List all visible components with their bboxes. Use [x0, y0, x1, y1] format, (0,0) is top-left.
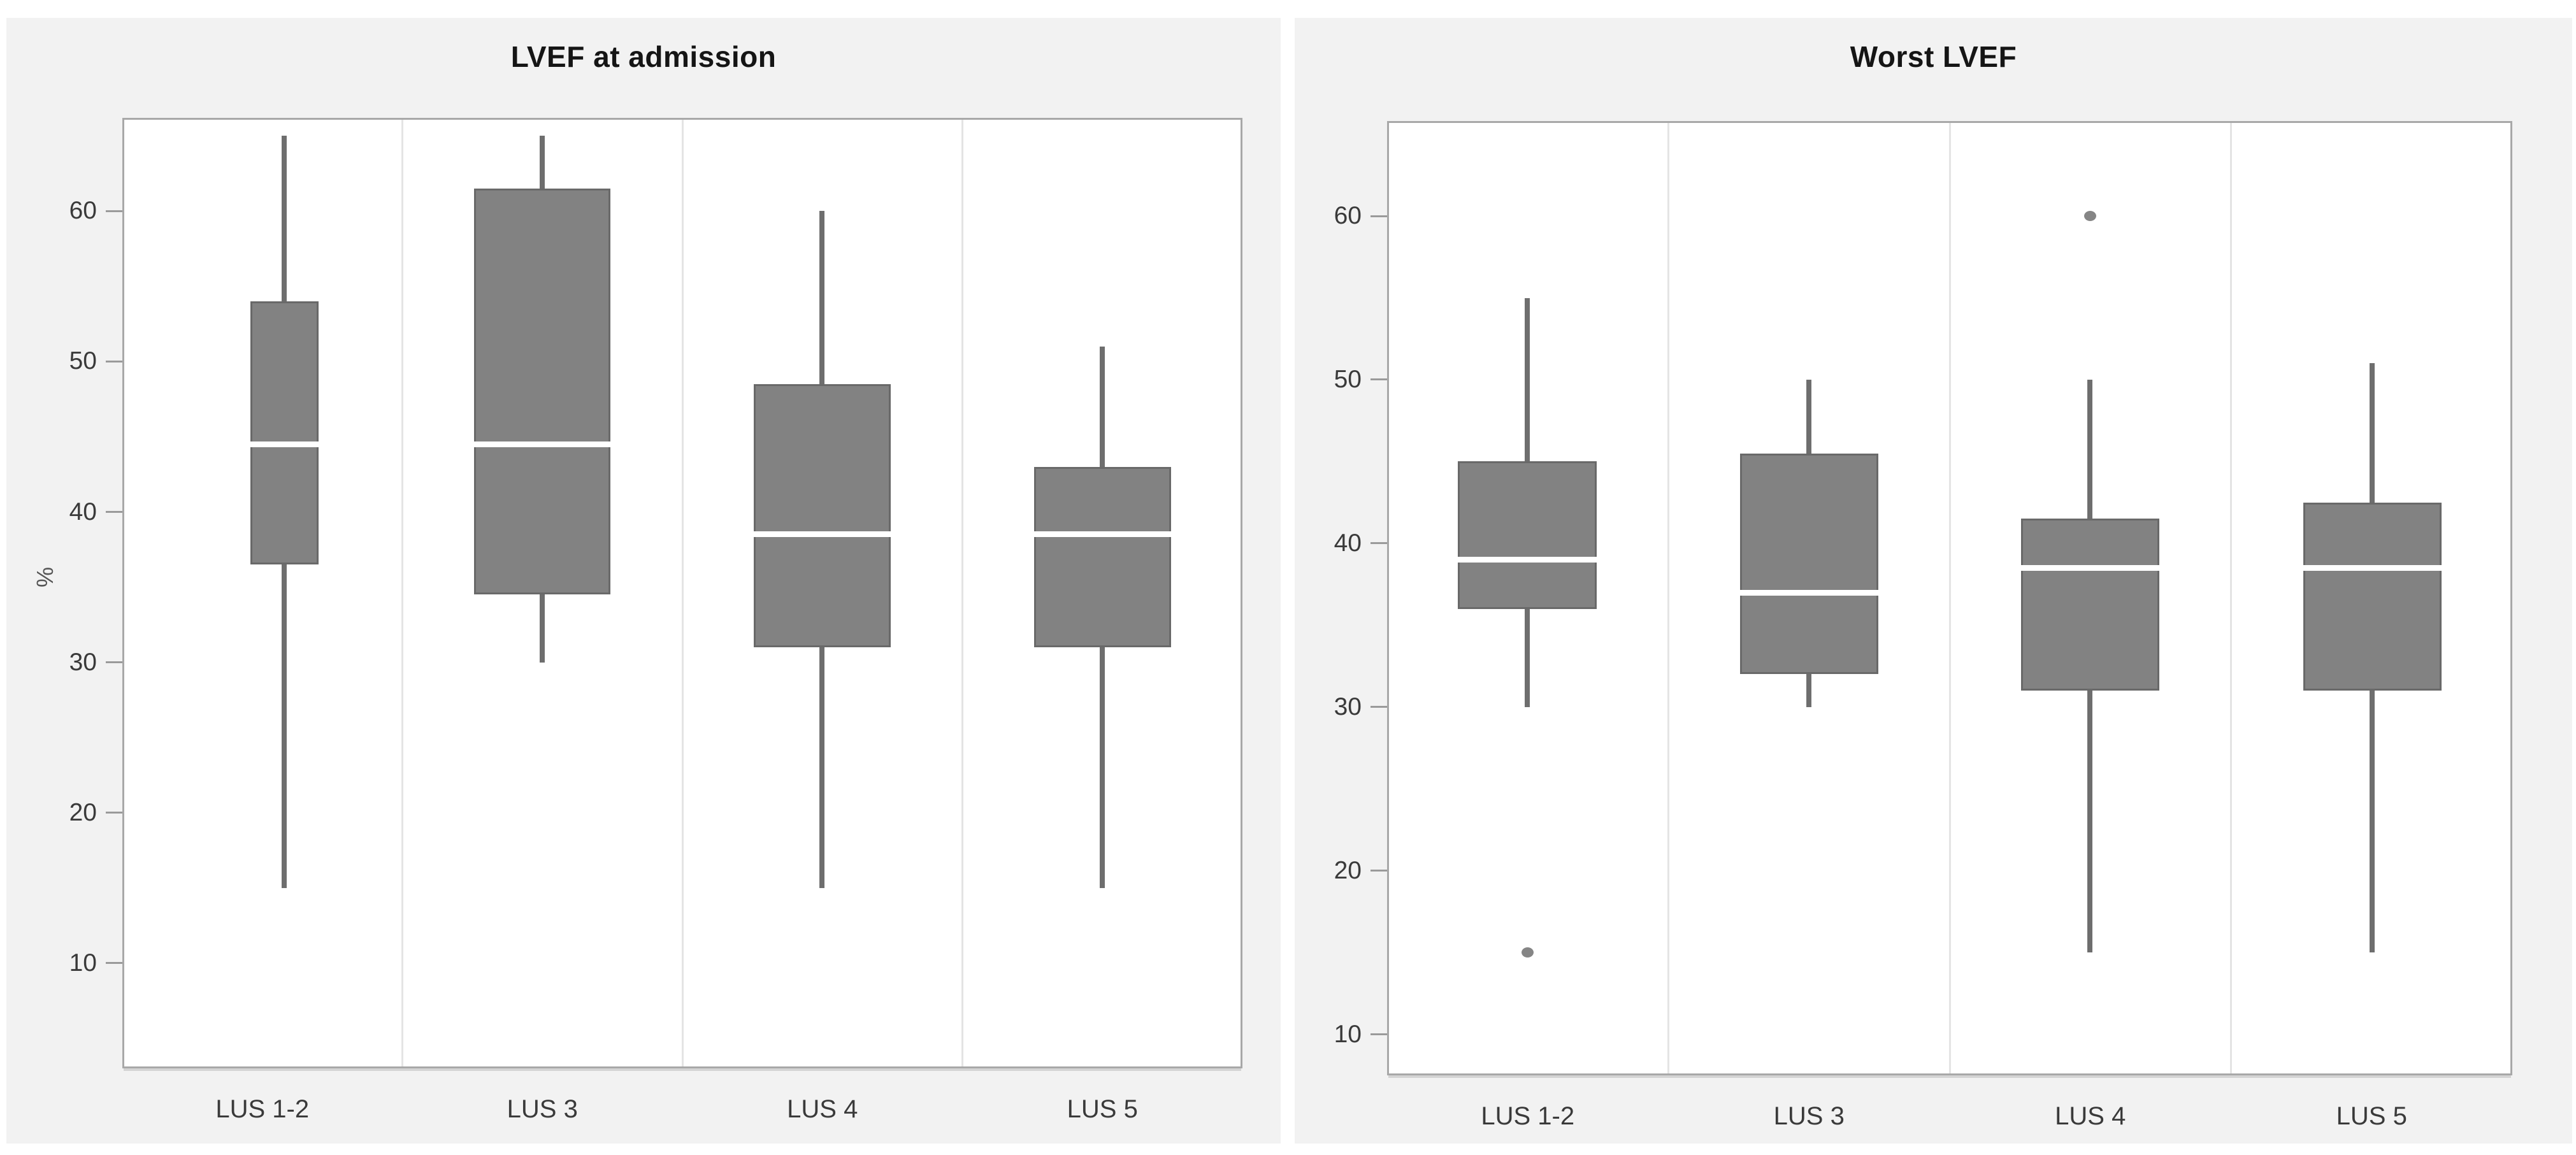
chart-title-lvef-admission: LVEF at admission	[510, 40, 777, 73]
y-tick-label: 20	[1334, 856, 1362, 884]
y-tick-label: 60	[1334, 202, 1362, 230]
y-tick-mark	[1371, 378, 1387, 381]
box-iqr	[1458, 461, 1597, 609]
median-line	[1457, 557, 1598, 563]
y-tick-label: 60	[69, 197, 97, 225]
median-line	[2301, 564, 2443, 571]
median-line	[752, 531, 892, 538]
box-iqr	[1033, 466, 1171, 647]
box-iqr	[2020, 519, 2159, 691]
column-separator	[2230, 123, 2232, 1073]
y-tick-label: 30	[1334, 692, 1362, 721]
y-tick-mark	[106, 962, 122, 965]
y-tick-label: 50	[1334, 365, 1362, 393]
column-separator	[681, 120, 684, 1066]
y-axis-label: %	[32, 566, 59, 588]
y-tick-mark	[1371, 542, 1387, 545]
x-category-label: LUS 5	[2336, 1102, 2407, 1130]
x-category-label: LUS 3	[507, 1095, 578, 1123]
median-line	[248, 441, 320, 447]
x-category-label: LUS 1-2	[1481, 1102, 1575, 1130]
column-separator	[961, 120, 963, 1066]
x-category-label: LUS 4	[2055, 1102, 2126, 1130]
y-tick-label: 50	[69, 347, 97, 375]
median-line	[2019, 564, 2161, 571]
y-tick-mark	[106, 812, 122, 814]
x-category-label: LUS 1-2	[215, 1095, 310, 1123]
x-category-label: LUS 4	[787, 1095, 858, 1123]
box-iqr	[250, 301, 319, 565]
y-tick-mark	[1371, 1033, 1387, 1036]
y-tick-label: 10	[69, 949, 97, 977]
y-tick-mark	[106, 360, 122, 362]
y-tick-label: 40	[69, 498, 97, 526]
y-tick-label: 20	[69, 798, 97, 826]
y-tick-mark	[1371, 706, 1387, 708]
box-iqr	[2303, 502, 2442, 691]
column-separator	[401, 120, 403, 1066]
box-iqr	[474, 188, 610, 595]
outlier-point	[2083, 211, 2096, 222]
y-tick-mark	[106, 661, 122, 664]
median-line	[1738, 589, 1880, 596]
median-line	[1032, 531, 1172, 538]
y-tick-mark	[106, 210, 122, 212]
chart-title-worst-lvef: Worst LVEF	[1850, 40, 2017, 73]
y-tick-label: 10	[1334, 1020, 1362, 1048]
y-tick-mark	[106, 511, 122, 513]
column-separator	[1948, 123, 1951, 1073]
y-tick-mark	[1371, 215, 1387, 217]
y-tick-mark	[1371, 870, 1387, 872]
outlier-point	[1521, 947, 1534, 958]
y-tick-label: 40	[1334, 529, 1362, 557]
y-tick-label: 30	[69, 648, 97, 676]
box-iqr	[753, 384, 891, 647]
median-line	[473, 441, 612, 447]
x-category-label: LUS 5	[1067, 1095, 1138, 1123]
x-category-label: LUS 3	[1773, 1102, 1845, 1130]
box-iqr	[1739, 453, 1878, 675]
column-separator	[1667, 123, 1669, 1073]
